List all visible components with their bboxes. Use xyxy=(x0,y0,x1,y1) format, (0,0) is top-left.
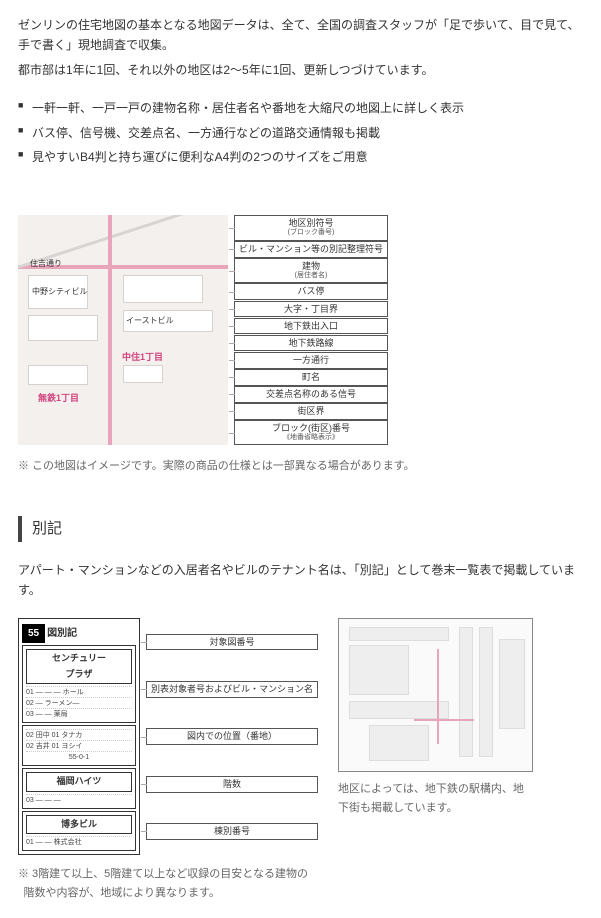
map-district-label: 無鉄1丁目 xyxy=(38,391,79,406)
map-district-label: 中住1丁目 xyxy=(122,350,163,365)
feature-item: バス停、信号機、交差点名、一方通行などの道路交通情報も掲載 xyxy=(18,123,583,143)
legend-item: 地下鉄路線 xyxy=(234,335,388,352)
legend-item: 図内での位置（番地） xyxy=(146,728,318,745)
legend-item: 町名 xyxy=(234,369,388,386)
legend-item: 大字・丁目界 xyxy=(234,301,388,318)
intro-line-1: ゼンリンの住宅地図の基本となる地図データは、全て、全国の調査スタッフが「足で歩い… xyxy=(18,15,583,56)
sample-address: 55-0-1 xyxy=(26,751,132,762)
sample-map-figure: 住吉通り 中野シティビル イーストビル 中住1丁目 無鉄1丁目 xyxy=(18,215,228,445)
map-building-label: 中野シティビル xyxy=(32,285,88,299)
legend-item: 一方通行 xyxy=(234,352,388,369)
legend-item: 階数 xyxy=(146,776,318,793)
feature-item: 見やすいB4判と持ち運びに便利なA4判の2つのサイズをご用意 xyxy=(18,147,583,167)
feature-item: 一軒一軒、一戸一戸の建物名称・居住者名や番地を大縮尺の地図上に詳しく表示 xyxy=(18,98,583,118)
legend-item: ビル・マンション等の別記整理符号 xyxy=(234,241,388,258)
bekki-description: アパート・マンションなどの入居者名やビルのテナント名は、「別記」として巻末一覧表… xyxy=(18,560,583,601)
bekki-list-figure: 55図別記 センチュリープラザ 01 — — — ホール 02 — ラーメン— … xyxy=(18,618,318,855)
bekki-legend: 対象図番号 別表対象者号およびビル・マンション名 図内での位置（番地） 階数 棟… xyxy=(146,618,318,855)
legend-item: 別表対象者号およびビル・マンション名 xyxy=(146,681,318,698)
legend-item: ブロック(街区)番号 《地番省略表示》 xyxy=(234,420,388,445)
legend-item: 棟別番号 xyxy=(146,823,318,840)
map-caption: ※ この地図はイメージです。実際の商品の仕様とは一部異なる場合があります。 xyxy=(18,457,583,476)
map-building-label: イーストビル xyxy=(126,314,174,328)
legend-item: 建物(居住者名) xyxy=(234,258,388,283)
legend-item: バス停 xyxy=(234,283,388,300)
section-heading-bekki: 別記 xyxy=(18,516,583,542)
legend-item: 交差点名称のある信号 xyxy=(234,386,388,403)
tab-number: 55 xyxy=(22,624,45,643)
subway-figure xyxy=(338,618,533,772)
tab-label: 図別記 xyxy=(47,625,77,642)
block-title: センチュリープラザ xyxy=(26,649,132,684)
legend-item: 街区界 xyxy=(234,403,388,420)
feature-list: 一軒一軒、一戸一戸の建物名称・居住者名や番地を大縮尺の地図上に詳しく表示 バス停… xyxy=(18,98,583,167)
legend-item: 地下鉄出入口 xyxy=(234,318,388,335)
intro-line-2: 都市部は1年に1回、それ以外の地区は2～5年に1回、更新しつづけています。 xyxy=(18,60,583,80)
legend-item: 地区別符号 (ブロック番号) xyxy=(234,215,388,240)
bekki-left-caption: ※ 3階建て以上、5階建て以上など収録の目安となる建物の階数や内容が、地域により… xyxy=(18,865,318,902)
map-street-label: 住吉通り xyxy=(30,257,62,271)
subway-caption: 地区によっては、地下鉄の駅構内、地下街も掲載しています。 xyxy=(338,780,533,817)
block-title: 博多ビル xyxy=(26,815,132,834)
block-title: 福岡ハイツ xyxy=(26,772,132,791)
map-legend: 地区別符号 (ブロック番号) ビル・マンション等の別記整理符号 建物(居住者名)… xyxy=(234,215,388,445)
legend-item: 対象図番号 xyxy=(146,634,318,651)
